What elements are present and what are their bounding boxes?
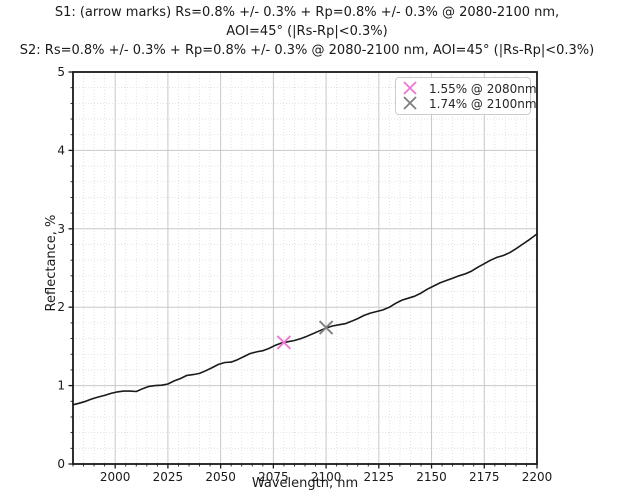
- x-tick-label: 2125: [364, 470, 395, 484]
- y-tick-label: 2: [57, 300, 65, 314]
- x-axis-label: Wavelength, nm: [251, 476, 359, 491]
- y-tick-label: 5: [57, 65, 65, 79]
- legend-item-label: 1.55% @ 2080nm: [429, 81, 537, 96]
- chart-title-line-1: S1: (arrow marks) Rs=0.8% +/- 0.3% + Rp=…: [54, 5, 560, 20]
- x-marker-icon: [403, 81, 417, 95]
- x-marker: [318, 320, 334, 335]
- x-tick-label: 2150: [416, 470, 447, 484]
- y-axis-label: Reflectance, %: [44, 214, 59, 312]
- y-tick-label: 3: [57, 222, 65, 236]
- legend-item: 1.74% @ 2100nm: [402, 96, 537, 111]
- legend-item: 1.55% @ 2080nm: [402, 81, 537, 96]
- chart-title: S1: (arrow marks) Rs=0.8% +/- 0.3% + Rp=…: [3, 3, 611, 60]
- y-tick-label: 4: [57, 143, 65, 157]
- x-tick-label: 2075: [258, 470, 289, 484]
- data-line: [72, 233, 538, 406]
- x-tick-label: 2200: [522, 470, 553, 484]
- x-marker-icon: [403, 96, 417, 110]
- y-tick-label: 0: [57, 457, 65, 471]
- chart-title-line-3: S2: Rs=0.8% +/- 0.3% + Rp=0.8% +/- 0.3% …: [19, 43, 595, 58]
- x-tick-label: 2175: [469, 470, 500, 484]
- x-tick-label: 2100: [311, 470, 342, 484]
- legend: 1.55% @ 2080nm 1.74% @ 2100nm: [395, 77, 537, 115]
- x-tick-label: 2025: [153, 470, 184, 484]
- legend-item-label: 1.74% @ 2100nm: [429, 96, 537, 111]
- x-tick-label: 2000: [100, 470, 131, 484]
- x-marker: [276, 335, 292, 350]
- x-tick-label: 2050: [205, 470, 236, 484]
- y-tick-label: 1: [57, 379, 65, 393]
- chart-title-line-2: AOI=45° (|Rs-Rp|<0.3%): [226, 24, 388, 39]
